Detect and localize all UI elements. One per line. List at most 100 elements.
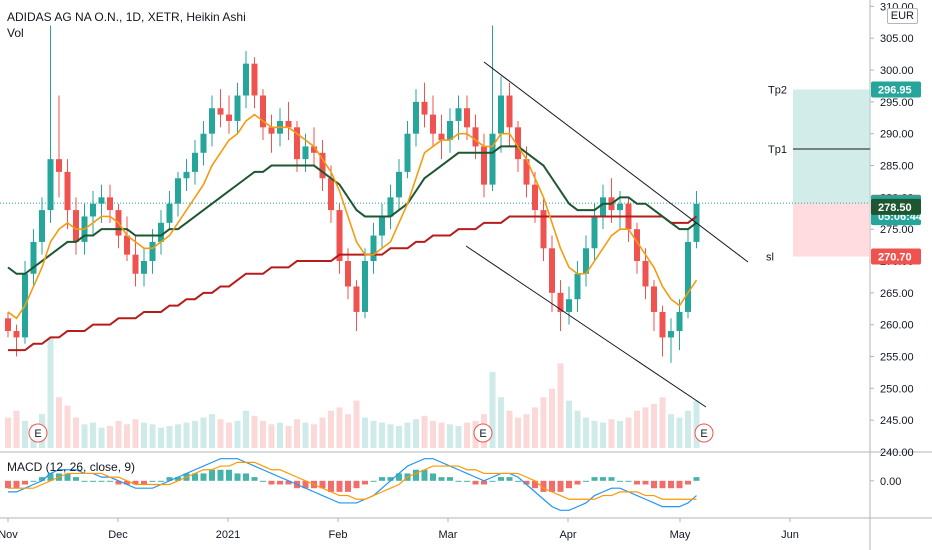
price-tag-value: 278.50 (878, 202, 912, 214)
candle-body (302, 146, 309, 160)
candle-body (642, 261, 649, 287)
macd-histogram-bar (217, 469, 224, 481)
volume-bar (47, 338, 54, 448)
volume-bar (362, 417, 368, 448)
time-axis[interactable]: Nov Dec 2021 Feb Mar Apr May Jun (0, 518, 799, 541)
volume-bar (608, 419, 615, 448)
macd-histogram-bar (81, 480, 88, 482)
candle-body (523, 159, 530, 185)
candle-body (158, 222, 164, 242)
candle-body (73, 210, 79, 242)
volume-bar (370, 420, 377, 448)
macd-histogram-bar (566, 480, 572, 489)
candle-body (379, 216, 385, 236)
annotation-sl: sl (766, 252, 774, 264)
candle-body (685, 241, 691, 312)
macd-histogram-bar (481, 480, 487, 485)
price-tick-label: 300.00 (880, 65, 914, 77)
macd-histogram-bar (353, 480, 360, 489)
price-tick-label: 240.00 (880, 447, 914, 459)
volume-bar (132, 419, 139, 448)
candle-body (319, 152, 326, 179)
macd-histogram-bar (319, 480, 326, 489)
volume-bar (243, 410, 249, 448)
candle-body (583, 248, 589, 274)
symbol-title[interactable]: ADIDAS AG NA O.N., 1D, XETR, Heikin Ashi (7, 10, 246, 24)
macd-histogram-bar (47, 473, 54, 481)
macd-histogram-bar (175, 477, 181, 481)
volume-bar (56, 397, 62, 448)
volume-bar (515, 417, 521, 448)
volume-bar (13, 410, 20, 448)
price-tick-label: 265.00 (880, 288, 914, 300)
volume-bar (336, 407, 343, 448)
candle-body (557, 292, 564, 312)
macd-histogram-bar (5, 480, 11, 489)
volume-bar (685, 410, 691, 448)
volume-bar (566, 400, 572, 448)
candle-body (651, 286, 657, 312)
macd-histogram-bar (192, 473, 198, 481)
volume-bar (90, 422, 96, 448)
chart-header: ADIDAS AG NA O.N., 1D, XETR, Heikin Ashi… (7, 9, 246, 41)
volume-bar (396, 426, 402, 448)
volume-bar (183, 422, 190, 448)
volume-bar (600, 422, 606, 448)
macd-histogram-bar (115, 480, 122, 485)
macd-histogram-bar (234, 473, 241, 481)
macd-histogram-bar (243, 473, 249, 481)
volume-bar (158, 427, 164, 448)
macd-panel: 0.00 (5, 458, 901, 511)
volume-bar (583, 417, 589, 448)
volume-bar (549, 388, 555, 448)
volume-bar (676, 417, 683, 448)
price-tag-box (871, 248, 921, 265)
candle-body (566, 299, 572, 312)
ema-fast-line (7, 113, 698, 320)
macd-histogram-bar (642, 480, 649, 485)
volume-bar (489, 371, 496, 448)
volume-bar (209, 414, 215, 448)
volume-bar (319, 417, 326, 448)
volume-bar (98, 427, 105, 448)
time-tick-label: Nov (0, 529, 18, 541)
volume-bar (659, 397, 666, 448)
currency-button[interactable]: EUR (886, 8, 918, 24)
earnings-event-marker (473, 423, 493, 443)
macd-histogram-bar (464, 480, 470, 482)
price-tick-label: 290.00 (880, 129, 914, 141)
macd-histogram-bar (64, 473, 71, 481)
macd-histogram-bar (498, 477, 504, 481)
volume-bar (217, 419, 224, 448)
volume-bar (651, 404, 657, 448)
volume-label[interactable]: Vol (7, 26, 24, 40)
earnings-event-label: E (700, 428, 707, 440)
price-axis[interactable]: 310.00305.00300.00295.00290.00285.00280.… (870, 1, 914, 459)
candle-body (336, 210, 343, 262)
volume-bar (64, 405, 71, 448)
candle-body (234, 95, 241, 121)
candle-body (353, 286, 360, 312)
annotation-tp2: Tp2 (768, 84, 787, 96)
volume-bar (226, 422, 232, 448)
time-tick-label: Feb (329, 529, 348, 541)
candle-body (574, 273, 581, 300)
macd-histogram-bar (302, 480, 309, 489)
volume-bar (404, 422, 411, 448)
candle-body (600, 197, 606, 217)
volume-bar (81, 424, 88, 448)
candle-body (396, 171, 402, 198)
price-tag-value: 270.70 (878, 252, 912, 264)
volume-bar (260, 420, 266, 448)
candle-body (64, 171, 71, 211)
time-tick-label: 2021 (216, 529, 240, 541)
macd-label[interactable]: MACD (12, 26, close, 9) (7, 460, 136, 474)
volume-bar (413, 419, 419, 448)
candle-body (464, 108, 470, 128)
macd-histogram-bar (421, 469, 428, 481)
volume-bar (498, 397, 504, 448)
macd-histogram-bar (124, 480, 130, 485)
volume-bar (625, 417, 632, 448)
